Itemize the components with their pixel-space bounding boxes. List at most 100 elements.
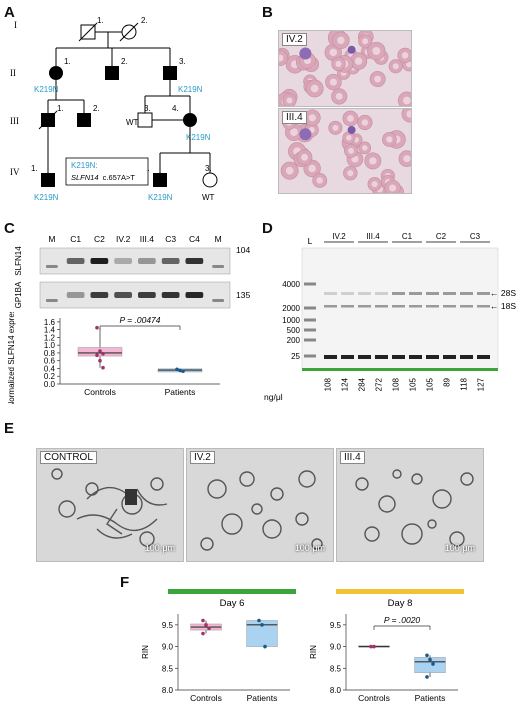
blot-lane-label: C1	[70, 234, 81, 244]
rna-band-28s	[443, 292, 456, 295]
svg-text:2.: 2.	[141, 16, 148, 25]
concentration-label: 284	[358, 377, 367, 391]
data-point	[98, 358, 102, 363]
scale-bar-label: 100 μm	[444, 543, 475, 553]
pedigree-affected-male	[105, 66, 119, 80]
svg-text:1.: 1.	[31, 164, 38, 173]
data-point	[207, 626, 211, 631]
blot-band	[161, 292, 180, 298]
rna-band-18s	[426, 305, 439, 308]
y-tick-label: 1.4	[44, 326, 56, 335]
data-point	[95, 325, 99, 330]
data-point	[263, 644, 267, 649]
y-tick-label: 0.0	[44, 380, 56, 389]
red-blood-cell-center	[362, 145, 368, 151]
x-tick-label: Patients	[247, 693, 278, 703]
generation-label: IV	[10, 167, 20, 177]
rna-band-18s	[324, 305, 337, 308]
blot-marker-band	[46, 265, 58, 268]
genotype-label: WT	[202, 193, 215, 202]
ladder-size-label: 2000	[282, 304, 300, 313]
cells-drawing	[355, 469, 474, 547]
panel-label-a: A	[4, 4, 15, 21]
blot-band	[66, 258, 85, 264]
data-point	[204, 623, 208, 627]
slfn14-boxplot: 0.00.20.40.60.81.01.21.41.6 Normalized SL…	[7, 312, 220, 404]
y-tick-label: 0.2	[44, 372, 56, 381]
platelet	[347, 126, 356, 134]
rna-band-18s	[477, 305, 490, 308]
red-blood-cell-center	[348, 147, 354, 154]
rna-band-18s	[443, 305, 456, 308]
red-blood-cell-center	[406, 110, 411, 118]
data-point	[181, 369, 185, 373]
red-blood-cell-center	[392, 63, 399, 70]
smear-label: IV.2	[282, 33, 307, 46]
generation-label: III	[10, 116, 19, 126]
genotype-label: WT	[126, 118, 139, 127]
data-point	[428, 657, 432, 662]
blot-marker-band	[212, 265, 224, 268]
group-label: IV.2	[332, 232, 346, 241]
panel-label-d: D	[262, 220, 273, 237]
pedigree-chart: I II III IV 1. 2. 1. 2. 3. K219N K219N 1…	[10, 16, 218, 202]
red-blood-cell-center	[316, 177, 323, 184]
chart-title: Day 8	[388, 598, 413, 609]
rna-band-marker	[341, 355, 354, 359]
data-point	[101, 365, 105, 370]
title-color-bar	[168, 589, 296, 594]
group-label: III.4	[366, 232, 380, 241]
blot-lane-label: C2	[94, 234, 105, 244]
rna-band-28s	[460, 292, 473, 295]
blot-marker-label: 135	[236, 290, 250, 300]
red-blood-cell-center	[310, 84, 319, 93]
scale-bar-label: 100 μm	[294, 543, 325, 553]
svg-text:3.: 3.	[144, 104, 151, 113]
genotype-label: K219N	[34, 193, 59, 202]
concentration-unit: ng/μl	[264, 392, 283, 402]
rna-band-marker	[375, 355, 388, 359]
concentration-label: 127	[477, 377, 486, 391]
red-blood-cell-center	[329, 78, 337, 86]
data-point	[178, 368, 182, 373]
concentration-label: 272	[375, 377, 384, 391]
svg-text:1.: 1.	[57, 104, 64, 113]
red-blood-cell-center	[386, 136, 393, 143]
data-point	[431, 662, 435, 666]
data-point	[95, 353, 99, 358]
red-blood-cell-center	[403, 155, 411, 163]
y-tick-label: 8.5	[330, 664, 342, 673]
band-label-18s: ← 18S	[490, 301, 516, 311]
blot-band	[114, 292, 132, 298]
y-tick-label: 8.0	[330, 686, 342, 695]
blot-band	[90, 292, 109, 298]
y-tick-label: 0.4	[44, 364, 56, 373]
red-blood-cell-center	[361, 119, 369, 126]
blot-band	[90, 258, 109, 264]
red-blood-cell-center	[347, 170, 354, 177]
red-blood-cell-center	[290, 128, 298, 136]
red-blood-cell-center	[374, 75, 382, 83]
y-tick-label: 1.2	[44, 333, 56, 342]
red-blood-cell-center	[362, 38, 369, 45]
y-tick-label: 9.0	[162, 643, 174, 652]
culture-label: IV.2	[190, 451, 215, 464]
generation-label: I	[14, 20, 17, 30]
blot-band	[114, 258, 132, 264]
group-label: C2	[436, 232, 447, 241]
blot-row-label: GP1BA	[14, 281, 23, 308]
rin-day6-boxplot: 8.0 8.5 9.0 9.5 RIN Controls Patients Day 6	[141, 589, 296, 703]
blot-marker-band	[46, 299, 58, 302]
svg-text:3.: 3.	[179, 57, 186, 66]
platelet	[299, 128, 312, 141]
blot-band	[138, 258, 156, 264]
data-point	[98, 349, 102, 353]
ladder-size-label: 1000	[282, 316, 300, 325]
blot-lane-label: M	[48, 234, 55, 244]
red-blood-cell-center	[354, 57, 363, 65]
ladder-band	[304, 338, 316, 342]
rna-band-18s	[392, 305, 405, 308]
x-tick-label: Controls	[358, 693, 390, 703]
svg-text:SLFN14 c.657A>T: SLFN14 c.657A>T	[71, 173, 135, 182]
